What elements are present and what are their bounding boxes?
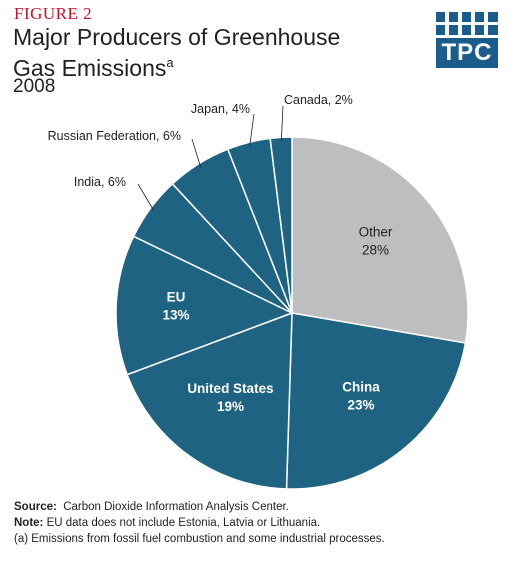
slice-label-other: Other — [359, 225, 393, 240]
leader-line-india — [137, 183, 155, 211]
chart-notes: Source: Carbon Dioxide Information Analy… — [14, 499, 504, 547]
figure-label: FIGURE 2 — [14, 4, 93, 23]
pie-chart: Other 28% China 23% United States 19% EU 13% Ind… — [48, 93, 469, 490]
slice-label-eu: EU — [167, 290, 186, 305]
pie-slice-china — [285, 312, 467, 490]
note-line: Note: EU data does not include Estonia, … — [14, 515, 504, 531]
source-label: Source: — [14, 501, 57, 513]
pie-slice-other — [291, 136, 469, 344]
slice-label-india: India, 6% — [74, 175, 126, 189]
title-line-1: Major Producers of Greenhouse — [13, 24, 341, 50]
pie-slice-eu — [115, 235, 294, 376]
slice-value-china: 23% — [347, 398, 374, 413]
source-text: Carbon Dioxide Information Analysis Cent… — [63, 501, 289, 513]
slice-label-united-states: United States — [187, 381, 273, 396]
source-line: Source: Carbon Dioxide Information Analy… — [14, 499, 504, 515]
slice-label-china: China — [342, 380, 380, 395]
leader-line-russian-federation — [191, 138, 202, 168]
footnote-line: (a) Emissions from fossil fuel combustio… — [14, 533, 385, 545]
pie-slice-united-states — [126, 311, 293, 490]
slice-value-united-states: 19% — [217, 399, 244, 414]
leader-line-canada — [280, 105, 284, 142]
leader-line-japan — [249, 113, 255, 147]
chart-subtitle: 2008 — [13, 76, 56, 97]
slice-label-canada: Canada, 2% — [284, 93, 353, 107]
logo-text: TPC — [436, 38, 498, 68]
slice-label-japan: Japan, 4% — [191, 102, 250, 116]
title-line-2-text: Gas Emissions — [13, 55, 167, 81]
tpc-logo: TPC — [436, 12, 498, 68]
slice-label-russian-federation: Russian Federation, 6% — [48, 129, 181, 143]
pie-slice-canada — [269, 136, 293, 314]
title-superscript: a — [166, 55, 174, 70]
chart-title: Major Producers of Greenhouse Gas Emissi… — [13, 24, 413, 81]
slice-value-eu: 13% — [162, 308, 189, 323]
slice-value-other: 28% — [362, 243, 389, 258]
logo-grid-icon — [436, 12, 498, 35]
note-label: Note: — [14, 517, 44, 529]
note-text: EU data does not include Estonia, Latvia… — [46, 517, 321, 529]
title-line-2: Gas Emissionsa — [13, 50, 413, 81]
